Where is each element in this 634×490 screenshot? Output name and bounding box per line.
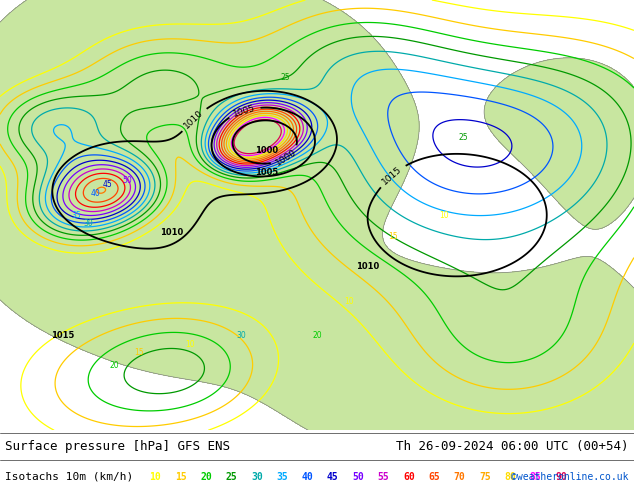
Text: 75: 75 [479, 472, 491, 482]
Text: 15: 15 [175, 472, 186, 482]
Text: 25: 25 [458, 133, 468, 142]
Text: 35: 35 [276, 472, 288, 482]
Text: 15: 15 [134, 348, 145, 357]
Text: 80: 80 [505, 472, 516, 482]
Text: Isotachs 10m (km/h): Isotachs 10m (km/h) [5, 472, 133, 482]
Text: 10: 10 [439, 211, 449, 220]
Text: 10: 10 [344, 296, 354, 306]
Text: 25: 25 [280, 73, 290, 82]
Text: 20: 20 [109, 361, 119, 370]
Text: 45: 45 [327, 472, 339, 482]
Text: 65: 65 [429, 472, 440, 482]
Text: 25: 25 [226, 472, 237, 482]
Text: 90: 90 [555, 472, 567, 482]
Text: 10: 10 [185, 340, 195, 349]
Text: 20: 20 [312, 331, 322, 340]
Text: 50: 50 [122, 176, 132, 185]
Text: Surface pressure [hPa] GFS ENS: Surface pressure [hPa] GFS ENS [5, 440, 230, 453]
Text: 85: 85 [530, 472, 541, 482]
Text: 1010: 1010 [356, 262, 379, 271]
Text: 20: 20 [200, 472, 212, 482]
Text: 35: 35 [71, 211, 81, 220]
Text: 40: 40 [90, 189, 100, 198]
Text: 15: 15 [388, 232, 398, 241]
Text: 1005: 1005 [255, 168, 278, 176]
Text: 55: 55 [378, 472, 389, 482]
Text: 1015: 1015 [51, 331, 74, 340]
Text: ©weatheronline.co.uk: ©weatheronline.co.uk [512, 472, 629, 482]
Text: 1010: 1010 [183, 108, 205, 131]
Text: 30: 30 [84, 219, 94, 228]
Text: 40: 40 [302, 472, 313, 482]
Text: 45: 45 [103, 180, 113, 190]
Text: 1010: 1010 [160, 228, 183, 237]
Text: 30: 30 [251, 472, 262, 482]
Text: 70: 70 [454, 472, 465, 482]
Text: Th 26-09-2024 06:00 UTC (00+54): Th 26-09-2024 06:00 UTC (00+54) [396, 440, 629, 453]
Text: 1000: 1000 [274, 148, 299, 168]
Text: 1015: 1015 [380, 165, 404, 186]
Text: 1000: 1000 [255, 146, 278, 155]
Text: 30: 30 [236, 331, 246, 340]
Text: 1005: 1005 [232, 103, 257, 119]
Text: 10: 10 [150, 472, 161, 482]
Text: 60: 60 [403, 472, 415, 482]
Text: 50: 50 [353, 472, 364, 482]
